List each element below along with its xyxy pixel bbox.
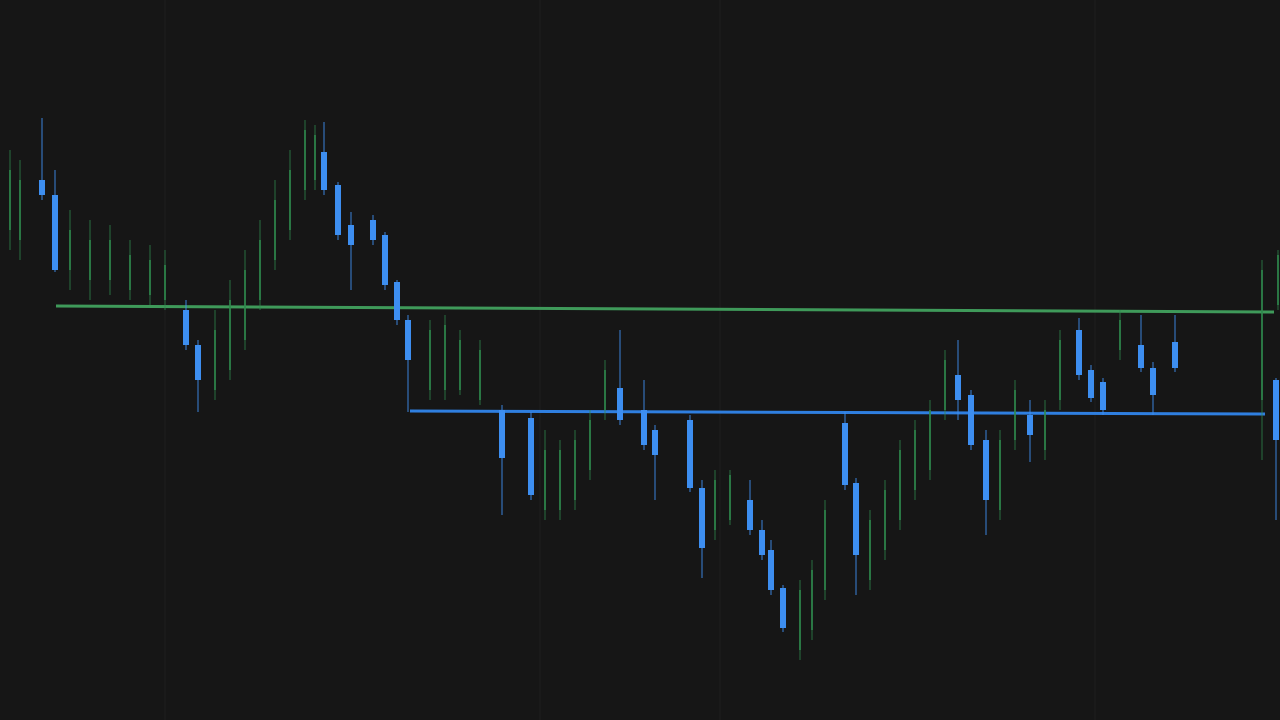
candle-body: [69, 230, 71, 270]
candle-body: [652, 430, 658, 455]
candle-body: [899, 450, 901, 520]
candle-body: [259, 240, 261, 300]
candle-body: [19, 180, 21, 240]
candle-body: [1119, 320, 1121, 350]
candle-body: [348, 225, 354, 245]
candle-body: [214, 330, 216, 390]
candle-body: [405, 320, 411, 360]
candle-body: [780, 588, 786, 628]
candle-body: [617, 388, 623, 420]
candle-body: [304, 130, 306, 190]
candle-body: [884, 490, 886, 550]
candle-body: [1044, 410, 1046, 450]
candle-body: [129, 255, 131, 290]
candle-body: [479, 350, 481, 400]
candle-body: [869, 520, 871, 580]
candle-body: [944, 360, 946, 410]
candle-body: [289, 170, 291, 230]
candle-body: [1138, 345, 1144, 368]
candle-body: [183, 310, 189, 345]
candle-body: [914, 430, 916, 490]
candle-body: [1014, 390, 1016, 440]
candle-body: [370, 220, 376, 240]
candle-body: [983, 440, 989, 500]
candle-body: [1076, 330, 1082, 375]
candle-body: [574, 440, 576, 500]
level-line: [409, 409, 1266, 416]
candle-body: [429, 330, 431, 390]
candle-body: [955, 375, 961, 400]
candle-body: [768, 550, 774, 590]
candle-body: [604, 370, 606, 410]
candle-body: [195, 345, 201, 380]
candle-body: [39, 180, 45, 195]
candle-body: [321, 152, 327, 190]
candle-body: [229, 300, 231, 370]
candle-body: [1172, 342, 1178, 368]
candle-body: [1277, 255, 1279, 305]
candle-body: [699, 488, 705, 548]
candle-body: [244, 270, 246, 340]
background-grid: [164, 0, 1096, 720]
candle-body: [853, 483, 859, 555]
candle-body: [149, 260, 151, 295]
candle-body: [641, 410, 647, 445]
candle-body: [9, 170, 11, 230]
candle-body: [589, 420, 591, 470]
candle-body: [52, 195, 58, 270]
candle-body: [968, 395, 974, 445]
candle-body: [824, 510, 826, 590]
candle-body: [714, 480, 716, 530]
level-line: [55, 304, 1275, 314]
candle-body: [544, 450, 546, 510]
candle-body: [499, 410, 505, 458]
candle-body: [1088, 370, 1094, 398]
candle-body: [799, 590, 801, 650]
candle-body: [89, 240, 91, 280]
candle-body: [1059, 340, 1061, 400]
candle-body: [811, 570, 813, 630]
candle-body: [729, 475, 731, 520]
candle-body: [1273, 380, 1279, 440]
candle-body: [559, 450, 561, 510]
candle-body: [1261, 270, 1263, 400]
candle-body: [1100, 382, 1106, 410]
candle-body: [842, 423, 848, 485]
candle-body: [747, 500, 753, 530]
candle-body: [1150, 368, 1156, 395]
candle-body: [459, 340, 461, 390]
candle-body: [109, 240, 111, 280]
candle-body: [999, 440, 1001, 510]
candle-body: [444, 325, 446, 390]
candle-body: [687, 420, 693, 488]
candle-body: [274, 200, 276, 260]
candle-body: [759, 530, 765, 555]
candle-body: [382, 235, 388, 285]
candle-body: [335, 185, 341, 235]
candle-body: [164, 265, 166, 300]
candle-body: [394, 282, 400, 320]
candle-body: [1027, 415, 1033, 435]
candle-body: [314, 135, 316, 180]
candle-body: [528, 418, 534, 495]
candle-body: [929, 410, 931, 470]
